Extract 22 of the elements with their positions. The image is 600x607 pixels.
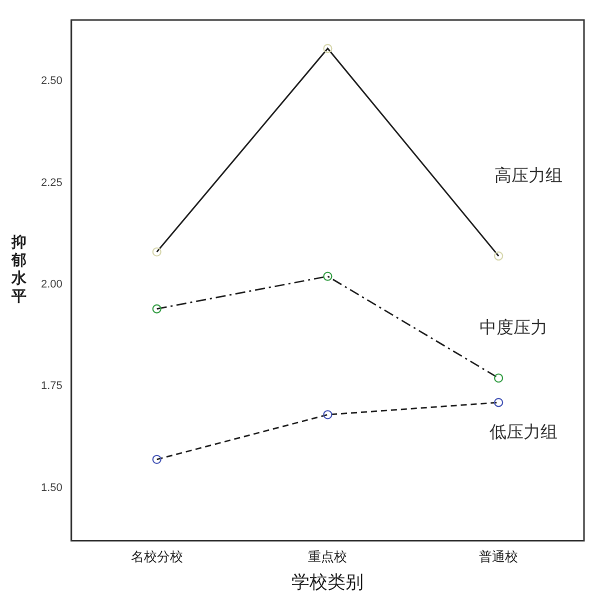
series-label: 低压力组 [490, 422, 558, 442]
y-tick-label: 2.50 [40, 75, 62, 88]
y-tick-label: 1.75 [40, 380, 62, 392]
y-tick-label: 2.25 [40, 176, 62, 189]
text: 高压力组 [494, 166, 563, 185]
y-tick-label: 2.00 [40, 278, 62, 290]
point [494, 373, 504, 383]
point [323, 410, 332, 420]
y-tick-label: 1.50 [40, 482, 62, 494]
point [152, 247, 162, 257]
point [152, 454, 162, 464]
point [494, 251, 504, 261]
point [323, 272, 332, 281]
x-tick-label: 重点校 [308, 549, 348, 564]
x-tick-label: 名校分校 [130, 549, 183, 564]
point [494, 398, 504, 408]
y-axis-title: 抑郁水平 [10, 233, 28, 305]
x-axis-title: 学校类别 [292, 572, 364, 592]
x-tick-label: 普通校 [479, 549, 518, 564]
series-label: 中度压力 [480, 318, 548, 338]
point [152, 304, 162, 314]
point [323, 44, 332, 54]
